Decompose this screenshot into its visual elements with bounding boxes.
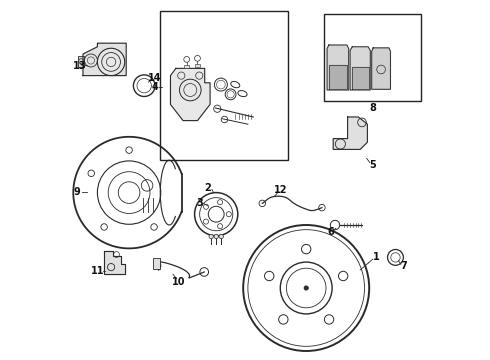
Polygon shape bbox=[333, 117, 368, 149]
Text: 13: 13 bbox=[73, 60, 86, 71]
Bar bbox=[160, 11, 288, 160]
Text: 11: 11 bbox=[91, 266, 104, 276]
Text: 14: 14 bbox=[147, 73, 161, 84]
Polygon shape bbox=[104, 251, 125, 274]
Polygon shape bbox=[350, 47, 370, 90]
Polygon shape bbox=[327, 45, 349, 90]
Circle shape bbox=[304, 286, 308, 290]
Text: 3: 3 bbox=[196, 198, 203, 208]
Polygon shape bbox=[328, 65, 347, 89]
Text: 10: 10 bbox=[172, 276, 185, 287]
Bar bbox=[153, 258, 160, 269]
Text: 12: 12 bbox=[273, 185, 287, 195]
Circle shape bbox=[209, 234, 213, 239]
Text: 6: 6 bbox=[327, 227, 334, 237]
Bar bbox=[324, 14, 421, 101]
Polygon shape bbox=[171, 68, 210, 121]
Text: 7: 7 bbox=[401, 261, 408, 271]
Text: 2: 2 bbox=[204, 183, 211, 193]
Text: 8: 8 bbox=[369, 103, 376, 113]
Text: 1: 1 bbox=[373, 252, 380, 262]
Circle shape bbox=[214, 234, 219, 239]
Text: 5: 5 bbox=[369, 160, 376, 170]
Polygon shape bbox=[351, 67, 369, 89]
Text: 9: 9 bbox=[73, 186, 80, 197]
Bar bbox=[77, 56, 84, 67]
Bar bbox=[195, 64, 200, 67]
Circle shape bbox=[219, 234, 223, 239]
Polygon shape bbox=[372, 48, 391, 89]
Polygon shape bbox=[83, 43, 126, 76]
Bar bbox=[184, 65, 189, 68]
Circle shape bbox=[98, 48, 125, 76]
Text: 4: 4 bbox=[151, 82, 158, 92]
